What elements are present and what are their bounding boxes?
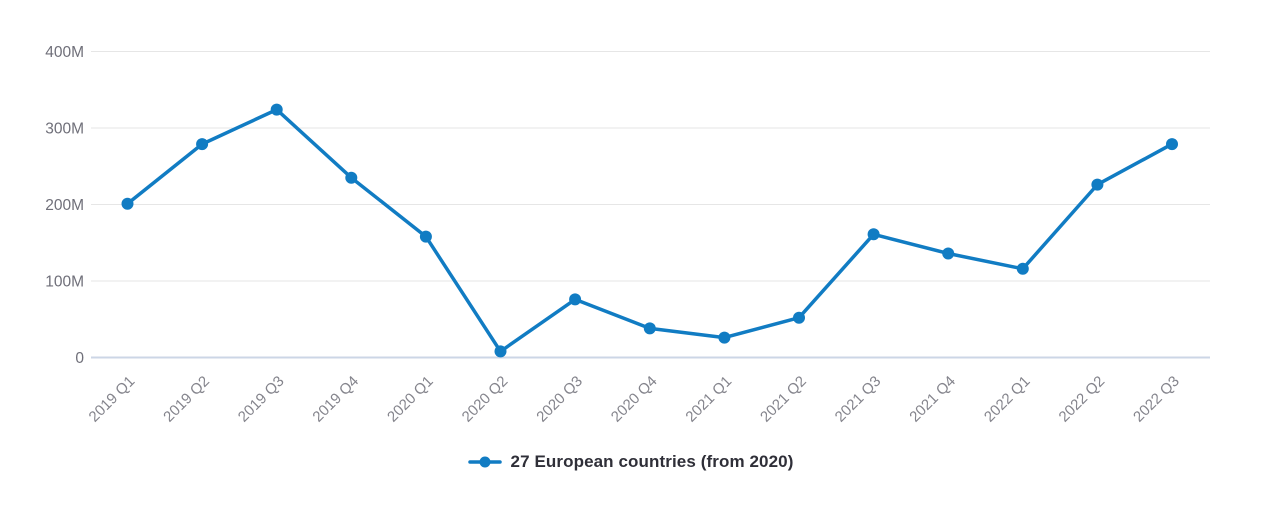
- data-point[interactable]: [270, 103, 283, 116]
- x-tick-label: 2021 Q3: [832, 373, 885, 426]
- data-point[interactable]: [867, 228, 880, 241]
- x-tick-label: 2022 Q1: [981, 373, 1034, 426]
- data-point[interactable]: [196, 138, 209, 151]
- data-point[interactable]: [718, 331, 731, 344]
- x-tick-label: 2021 Q1: [682, 373, 735, 426]
- x-tick-label: 2019 Q4: [309, 373, 362, 426]
- data-point[interactable]: [942, 247, 955, 260]
- x-tick-label: 2020 Q4: [608, 373, 661, 426]
- x-tick-label: 2019 Q1: [86, 373, 139, 426]
- data-point[interactable]: [121, 197, 134, 210]
- x-tick-label: 2022 Q2: [1056, 373, 1109, 426]
- x-tick-label: 2022 Q3: [1130, 373, 1183, 426]
- data-point[interactable]: [643, 322, 656, 335]
- legend-marker-icon: [467, 456, 502, 468]
- data-point[interactable]: [494, 345, 507, 358]
- x-tick-label: 2020 Q1: [384, 373, 437, 426]
- y-tick-label: 100M: [45, 274, 84, 291]
- data-point[interactable]: [345, 171, 358, 184]
- chart-plot-area: 0 100M 200M 300M 400M 2019 Q1 2019 Q2 2019 Q3 20…: [45, 44, 1210, 426]
- legend-label: 27 European countries (from 2020): [510, 452, 794, 471]
- x-tick-label: 2021 Q4: [906, 373, 959, 426]
- x-tick-label: 2019 Q3: [235, 373, 288, 426]
- y-tick-label: 300M: [45, 121, 84, 138]
- data-point[interactable]: [419, 230, 432, 243]
- y-tick-label: 0: [75, 350, 84, 367]
- x-tick-label: 2020 Q2: [459, 373, 512, 426]
- y-tick-label: 400M: [45, 44, 84, 61]
- x-tick-label: 2019 Q2: [160, 373, 213, 426]
- legend-item[interactable]: 27 European countries (from 2020): [0, 452, 1261, 472]
- data-point[interactable]: [1016, 262, 1029, 275]
- data-point[interactable]: [1166, 138, 1178, 151]
- data-point[interactable]: [569, 293, 582, 306]
- series-line: [125, 107, 1174, 354]
- x-tick-label: 2021 Q2: [757, 373, 810, 426]
- y-tick-label: 200M: [45, 197, 84, 214]
- data-point[interactable]: [1091, 178, 1104, 191]
- x-tick-label: 2020 Q3: [533, 373, 586, 426]
- data-point[interactable]: [793, 311, 805, 324]
